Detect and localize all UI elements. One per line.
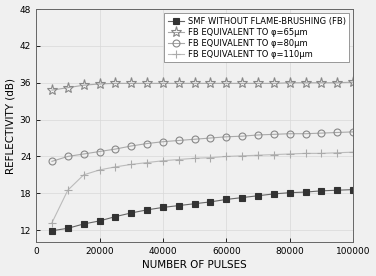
FB EQUIVALENT TO φ=80μm bbox=[319, 131, 324, 135]
SMF WITHOUT FLAME-BRUSHING (FB) bbox=[81, 222, 86, 226]
FB EQUIVALENT TO φ=80μm bbox=[256, 133, 260, 137]
SMF WITHOUT FLAME-BRUSHING (FB) bbox=[224, 198, 229, 201]
FB EQUIVALENT TO φ=80μm bbox=[113, 147, 118, 151]
FB EQUIVALENT TO φ=65μm bbox=[50, 89, 54, 92]
FB EQUIVALENT TO φ=80μm bbox=[224, 135, 229, 139]
FB EQUIVALENT TO φ=65μm bbox=[145, 82, 149, 85]
FB EQUIVALENT TO φ=110μm bbox=[113, 165, 118, 169]
SMF WITHOUT FLAME-BRUSHING (FB) bbox=[240, 196, 244, 199]
SMF WITHOUT FLAME-BRUSHING (FB) bbox=[256, 194, 260, 197]
FB EQUIVALENT TO φ=65μm bbox=[193, 82, 197, 85]
FB EQUIVALENT TO φ=65μm bbox=[224, 82, 229, 85]
SMF WITHOUT FLAME-BRUSHING (FB) bbox=[335, 189, 340, 192]
FB EQUIVALENT TO φ=110μm bbox=[145, 161, 149, 164]
FB EQUIVALENT TO φ=80μm bbox=[50, 160, 54, 163]
FB EQUIVALENT TO φ=80μm bbox=[81, 152, 86, 156]
FB EQUIVALENT TO φ=80μm bbox=[129, 144, 133, 148]
FB EQUIVALENT TO φ=110μm bbox=[176, 158, 181, 161]
FB EQUIVALENT TO φ=65μm bbox=[335, 81, 340, 84]
FB EQUIVALENT TO φ=110μm bbox=[208, 156, 213, 159]
FB EQUIVALENT TO φ=110μm bbox=[65, 189, 70, 192]
FB EQUIVALENT TO φ=80μm bbox=[97, 150, 102, 153]
SMF WITHOUT FLAME-BRUSHING (FB) bbox=[319, 189, 324, 192]
X-axis label: NUMBER OF PULSES: NUMBER OF PULSES bbox=[142, 261, 247, 270]
FB EQUIVALENT TO φ=65μm bbox=[176, 82, 181, 85]
FB EQUIVALENT TO φ=80μm bbox=[351, 130, 355, 134]
Line: FB EQUIVALENT TO φ=80μm: FB EQUIVALENT TO φ=80μm bbox=[49, 128, 357, 165]
FB EQUIVALENT TO φ=80μm bbox=[240, 134, 244, 138]
FB EQUIVALENT TO φ=110μm bbox=[319, 152, 324, 155]
Line: SMF WITHOUT FLAME-BRUSHING (FB): SMF WITHOUT FLAME-BRUSHING (FB) bbox=[49, 187, 356, 233]
SMF WITHOUT FLAME-BRUSHING (FB) bbox=[272, 192, 276, 196]
SMF WITHOUT FLAME-BRUSHING (FB) bbox=[65, 227, 70, 230]
FB EQUIVALENT TO φ=110μm bbox=[303, 152, 308, 155]
FB EQUIVALENT TO φ=65μm bbox=[81, 84, 86, 87]
Line: FB EQUIVALENT TO φ=65μm: FB EQUIVALENT TO φ=65μm bbox=[46, 76, 359, 96]
SMF WITHOUT FLAME-BRUSHING (FB) bbox=[351, 188, 355, 191]
SMF WITHOUT FLAME-BRUSHING (FB) bbox=[208, 200, 213, 203]
FB EQUIVALENT TO φ=65μm bbox=[129, 82, 133, 85]
FB EQUIVALENT TO φ=65μm bbox=[161, 82, 165, 85]
FB EQUIVALENT TO φ=65μm bbox=[272, 82, 276, 85]
FB EQUIVALENT TO φ=65μm bbox=[208, 82, 213, 85]
FB EQUIVALENT TO φ=65μm bbox=[351, 81, 355, 84]
SMF WITHOUT FLAME-BRUSHING (FB) bbox=[145, 208, 149, 211]
FB EQUIVALENT TO φ=110μm bbox=[224, 155, 229, 158]
SMF WITHOUT FLAME-BRUSHING (FB) bbox=[176, 204, 181, 207]
FB EQUIVALENT TO φ=80μm bbox=[303, 132, 308, 135]
FB EQUIVALENT TO φ=80μm bbox=[65, 155, 70, 158]
FB EQUIVALENT TO φ=65μm bbox=[288, 81, 292, 84]
Legend: SMF WITHOUT FLAME-BRUSHING (FB), FB EQUIVALENT TO φ=65μm, FB EQUIVALENT TO φ=80μ: SMF WITHOUT FLAME-BRUSHING (FB), FB EQUI… bbox=[164, 13, 349, 62]
SMF WITHOUT FLAME-BRUSHING (FB) bbox=[161, 206, 165, 209]
FB EQUIVALENT TO φ=110μm bbox=[97, 168, 102, 172]
FB EQUIVALENT TO φ=80μm bbox=[208, 136, 213, 140]
FB EQUIVALENT TO φ=65μm bbox=[303, 81, 308, 84]
FB EQUIVALENT TO φ=80μm bbox=[288, 132, 292, 135]
FB EQUIVALENT TO φ=80μm bbox=[176, 139, 181, 142]
FB EQUIVALENT TO φ=110μm bbox=[272, 153, 276, 156]
Line: FB EQUIVALENT TO φ=110μm: FB EQUIVALENT TO φ=110μm bbox=[48, 148, 357, 227]
SMF WITHOUT FLAME-BRUSHING (FB) bbox=[97, 219, 102, 222]
FB EQUIVALENT TO φ=110μm bbox=[288, 152, 292, 156]
FB EQUIVALENT TO φ=110μm bbox=[240, 154, 244, 158]
FB EQUIVALENT TO φ=80μm bbox=[145, 142, 149, 145]
FB EQUIVALENT TO φ=110μm bbox=[193, 156, 197, 160]
FB EQUIVALENT TO φ=80μm bbox=[335, 131, 340, 134]
FB EQUIVALENT TO φ=110μm bbox=[129, 163, 133, 166]
SMF WITHOUT FLAME-BRUSHING (FB) bbox=[193, 202, 197, 205]
FB EQUIVALENT TO φ=110μm bbox=[256, 153, 260, 157]
FB EQUIVALENT TO φ=110μm bbox=[161, 159, 165, 162]
Y-axis label: REFLECTIVITY (dB): REFLECTIVITY (dB) bbox=[6, 78, 15, 174]
FB EQUIVALENT TO φ=65μm bbox=[65, 86, 70, 89]
SMF WITHOUT FLAME-BRUSHING (FB) bbox=[303, 190, 308, 194]
FB EQUIVALENT TO φ=110μm bbox=[81, 173, 86, 177]
FB EQUIVALENT TO φ=65μm bbox=[113, 82, 118, 85]
FB EQUIVALENT TO φ=65μm bbox=[256, 82, 260, 85]
FB EQUIVALENT TO φ=80μm bbox=[272, 133, 276, 136]
SMF WITHOUT FLAME-BRUSHING (FB) bbox=[50, 229, 54, 232]
FB EQUIVALENT TO φ=65μm bbox=[97, 82, 102, 86]
FB EQUIVALENT TO φ=80μm bbox=[161, 140, 165, 143]
FB EQUIVALENT TO φ=65μm bbox=[319, 81, 324, 84]
FB EQUIVALENT TO φ=110μm bbox=[335, 151, 340, 154]
SMF WITHOUT FLAME-BRUSHING (FB) bbox=[129, 211, 133, 215]
SMF WITHOUT FLAME-BRUSHING (FB) bbox=[113, 215, 118, 218]
FB EQUIVALENT TO φ=110μm bbox=[351, 150, 355, 154]
FB EQUIVALENT TO φ=110μm bbox=[50, 221, 54, 224]
SMF WITHOUT FLAME-BRUSHING (FB) bbox=[288, 191, 292, 194]
FB EQUIVALENT TO φ=65μm bbox=[240, 82, 244, 85]
FB EQUIVALENT TO φ=80μm bbox=[193, 138, 197, 141]
